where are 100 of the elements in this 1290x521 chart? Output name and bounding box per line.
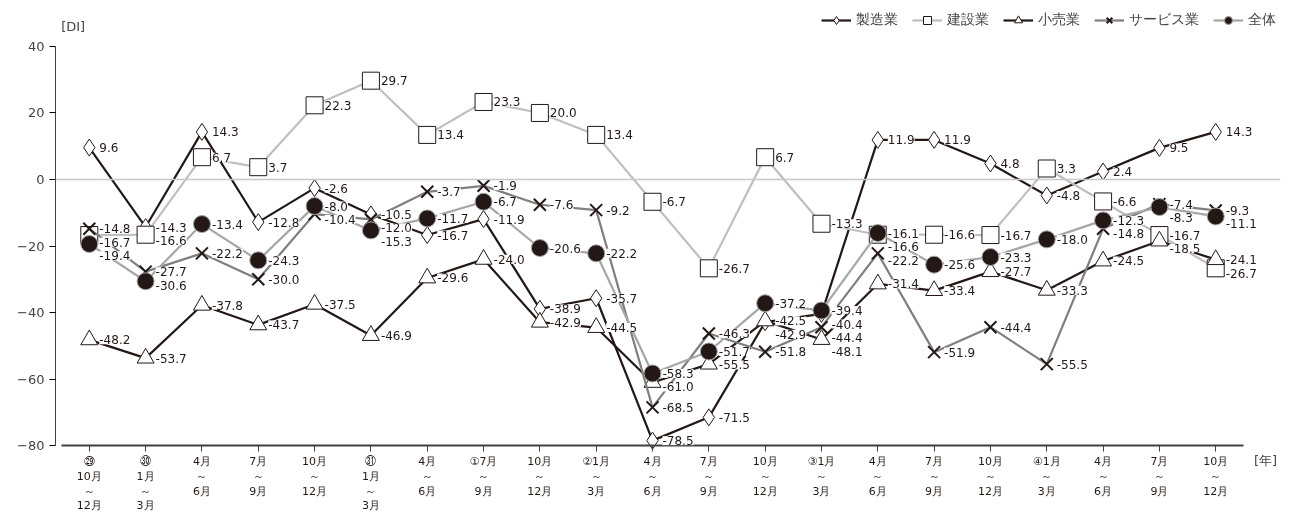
- data-label: -8.0: [324, 199, 348, 214]
- x-tick-label: 10月～12月: [527, 454, 553, 498]
- data-label: -16.7: [437, 228, 469, 243]
- data-label: -10.5: [380, 207, 412, 222]
- y-tick-label: −20: [17, 238, 45, 254]
- x-tick-label: 10月～12月: [302, 454, 328, 498]
- x-tick-label: 7月～9月: [1150, 454, 1169, 498]
- data-label: -20.6: [549, 241, 581, 256]
- y-tick-label: 40: [27, 38, 45, 54]
- data-label: -2.6: [324, 181, 348, 196]
- data-label: -6.7: [493, 195, 517, 210]
- data-label: -27.7: [1000, 265, 1032, 280]
- legend-label: 小売業: [1038, 11, 1080, 29]
- x-tick-label: ②1月～3月: [582, 454, 611, 498]
- data-label: 6.7: [775, 150, 795, 165]
- data-label: -44.4: [1000, 320, 1032, 335]
- x-tick-label: 7月～9月: [699, 454, 718, 498]
- data-label: -51.9: [944, 345, 976, 360]
- data-label: -71.5: [718, 410, 750, 425]
- data-label: 13.4: [606, 128, 633, 143]
- x-axis-title: [年]: [1253, 452, 1278, 468]
- data-label: -22.2: [211, 246, 243, 261]
- data-label: 11.9: [887, 133, 915, 148]
- x-tick-label: 4月～6月: [643, 454, 662, 498]
- x-tick-label: 10月～12月: [977, 454, 1003, 498]
- data-label: -16.6: [944, 228, 976, 243]
- data-label: 2.4: [1113, 165, 1133, 180]
- data-label: -25.6: [944, 258, 976, 273]
- data-label: -12.0: [380, 221, 412, 236]
- data-label: 22.3: [324, 98, 352, 113]
- data-label: -3.7: [437, 185, 461, 200]
- data-label: -42.9: [549, 315, 581, 330]
- data-label: 3.7: [268, 160, 288, 175]
- data-label: -10.4: [324, 213, 356, 228]
- data-label: 6.7: [211, 150, 232, 165]
- data-label: -43.7: [268, 318, 300, 333]
- data-label: -27.7: [155, 265, 187, 280]
- x-tick-label: ㉙10月～12月: [76, 454, 102, 513]
- data-label: -18.5: [1169, 242, 1201, 257]
- legend-label: 製造業: [856, 11, 898, 29]
- data-label: -11.9: [493, 212, 525, 227]
- data-label: 9.6: [99, 141, 119, 156]
- data-label: -16.7: [1000, 228, 1032, 243]
- data-label: -51.8: [775, 345, 807, 360]
- data-label: -24.3: [268, 253, 300, 268]
- data-label: -55.5: [718, 358, 750, 373]
- x-tick-label: 4月～6月: [418, 454, 437, 498]
- data-label: -4.8: [1056, 188, 1081, 203]
- data-label: -38.9: [549, 302, 581, 317]
- data-label: -14.8: [99, 222, 131, 237]
- x-tick-label: ①7月～9月: [469, 454, 498, 498]
- data-label: -24.5: [1113, 254, 1145, 269]
- data-label: -14.8: [1113, 227, 1145, 242]
- data-label: -51.7: [718, 344, 750, 359]
- data-label: -16.7: [1169, 228, 1201, 243]
- data-label: -11.7: [437, 211, 469, 226]
- data-label: -14.3: [155, 220, 187, 235]
- data-label: -29.6: [437, 271, 469, 286]
- x-tick-label: ㉛1月～3月: [361, 454, 380, 513]
- data-label: 29.7: [380, 74, 408, 89]
- data-label: -68.5: [662, 400, 694, 415]
- data-label: -1.9: [493, 179, 517, 194]
- data-label: -11.1: [1225, 217, 1257, 232]
- x-tick-label: 4月～6月: [868, 454, 887, 498]
- data-label: -12.3: [1113, 213, 1145, 228]
- data-label: -24.1: [1225, 253, 1257, 268]
- data-label: -22.2: [606, 246, 638, 261]
- x-tick-label: 4月～6月: [1094, 454, 1113, 498]
- data-label: 11.9: [944, 133, 971, 148]
- data-label: -26.7: [1225, 266, 1257, 281]
- data-label: -9.2: [606, 203, 630, 218]
- x-tick-label: 10月～12月: [1203, 454, 1229, 498]
- data-label: -39.4: [831, 304, 863, 319]
- data-label: 3.3: [1056, 162, 1076, 177]
- data-label: -8.3: [1169, 211, 1193, 226]
- y-tick-label: 0: [36, 171, 45, 187]
- data-label: 14.3: [211, 125, 239, 140]
- data-label: -18.0: [1056, 232, 1088, 247]
- data-label: -16.1: [887, 226, 919, 241]
- data-label: -58.3: [662, 366, 694, 381]
- data-label: 20.0: [549, 106, 577, 121]
- data-label: -48.1: [831, 344, 863, 359]
- data-label: -22.2: [887, 253, 919, 268]
- x-tick-label: 7月～9月: [925, 454, 944, 498]
- data-label: -40.4: [831, 317, 863, 332]
- data-label: -30.0: [268, 272, 300, 287]
- data-label: -6.7: [662, 195, 686, 210]
- data-label: -42.5: [775, 314, 807, 329]
- data-label: -30.6: [155, 278, 187, 293]
- x-tick-label: 7月～9月: [249, 454, 268, 498]
- data-label: -42.9: [775, 327, 807, 342]
- data-label: -53.7: [155, 351, 187, 366]
- x-tick-label: ㉚1月～3月: [136, 454, 155, 513]
- legend-label: 建設業: [947, 11, 989, 29]
- data-label: -24.0: [493, 252, 525, 267]
- y-tick-label: −40: [17, 305, 45, 321]
- x-tick-label: ④1月～3月: [1032, 454, 1061, 498]
- legend-label: サービス業: [1129, 11, 1199, 29]
- x-tick-label: 4月～6月: [192, 454, 211, 498]
- y-tick-label: −80: [17, 438, 45, 454]
